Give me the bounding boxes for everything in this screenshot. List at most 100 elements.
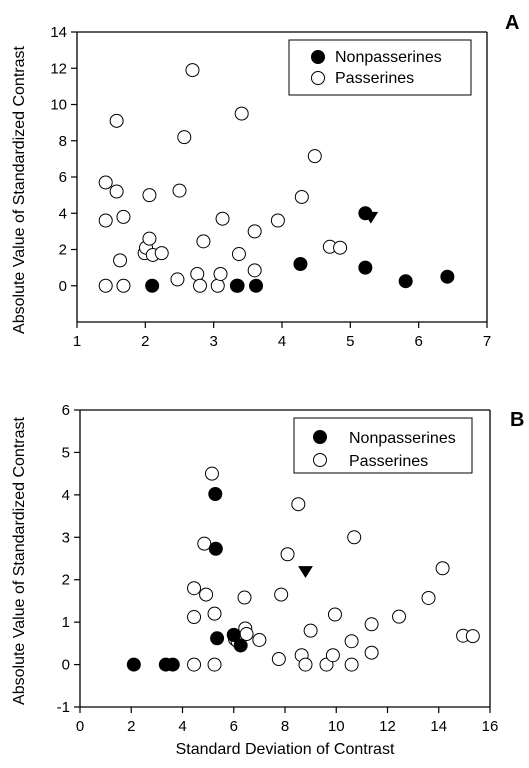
panel-a-y-tick-label: 12 xyxy=(50,60,67,77)
panel-a-legend-nonpasserines-label: Nonpasserines xyxy=(335,49,442,66)
panel-b-passerine-point xyxy=(204,466,219,481)
panel-a-passerine-point xyxy=(210,278,225,293)
panel-a-legend: Nonpasserines Passerines xyxy=(288,39,472,96)
panel-b-passerine-point xyxy=(465,629,480,644)
panel-a-y-tick-label: 8 xyxy=(59,133,67,150)
panel-b-legend-passerines-label: Passerines xyxy=(349,453,428,470)
panel-b-legend-passerines-marker xyxy=(313,453,327,467)
panel-a-x-tick-label: 4 xyxy=(278,333,286,350)
panel-b-passerine-point xyxy=(344,634,359,649)
panel-a-label: A xyxy=(505,12,519,34)
panel-a-passerine-point xyxy=(231,247,246,262)
panel-b-passerine-point xyxy=(207,657,222,672)
panel-a-legend-passerines-label: Passerines xyxy=(335,70,414,87)
panel-a-passerine-point xyxy=(333,240,348,255)
panel-a-y-tick-label: 0 xyxy=(59,278,67,295)
panel-b-y-tick-label: 3 xyxy=(62,529,70,546)
panel-a-passerine-point xyxy=(177,130,192,145)
panel-b-y-tick-label: 6 xyxy=(62,402,70,419)
panel-a-passerine-point xyxy=(247,224,262,239)
x-axis-title: Standard Deviation of Contrast xyxy=(176,741,395,758)
panel-a-nonpasserine-point xyxy=(249,278,264,293)
panel-b-passerine-point xyxy=(239,627,254,642)
panel-a-passerine-point xyxy=(98,175,113,190)
panel-a-passerine-point xyxy=(142,188,157,203)
panel-a-passerine-point xyxy=(270,213,285,228)
panel-a-passerine-point xyxy=(142,231,157,246)
panel-b-passerine-point xyxy=(344,657,359,672)
panel-b-passerine-point xyxy=(291,497,306,512)
panel-b-nonpasserine-point xyxy=(226,627,241,642)
panel-b-passerine-point xyxy=(327,607,342,622)
panel-b-passerine-point xyxy=(421,590,436,605)
panel-b-nonpasserine-point xyxy=(210,631,225,646)
panel-a-x-ticks: 1 2 3 4 5 6 7 xyxy=(73,322,491,350)
panel-b-x-tick-label: 6 xyxy=(230,718,238,735)
panel-a-passerine-point xyxy=(98,213,113,228)
panel-b-passerine-point xyxy=(347,530,362,545)
panel-b-passerine-point xyxy=(392,609,407,624)
panel-a-nonpasserine-point xyxy=(440,269,455,284)
panel-a-passerine-point xyxy=(247,263,262,278)
panel-a-nonpasserine-point xyxy=(398,274,413,289)
panel-b-passerine-point xyxy=(280,547,295,562)
panel-b-passerine-point xyxy=(252,632,267,647)
panel-a-passerine-point xyxy=(170,272,185,287)
panel-a-y-tick-label: 2 xyxy=(59,242,67,259)
panel-a-x-tick-label: 6 xyxy=(414,333,422,350)
panel-a-x-tick-label: 7 xyxy=(483,333,491,350)
panel-b-label: B xyxy=(510,409,524,431)
panel-a-passerine-point xyxy=(215,211,230,226)
panel-a-passerine-point xyxy=(193,278,207,293)
panel-b-nonpasserine-point xyxy=(126,657,141,672)
panel-b-x-tick-label: 8 xyxy=(281,718,289,735)
panel-a-legend-passerines-marker xyxy=(311,71,325,85)
panel-a-nonpasserine-point xyxy=(145,278,160,293)
panel-b-passerine-point xyxy=(435,561,450,576)
panel-a-y-axis-title: Absolute Value of Standardized Contrast xyxy=(11,46,28,334)
panel-a-legend-box xyxy=(288,39,472,96)
panel-b-x-tick-label: 4 xyxy=(178,718,186,735)
panel-a-x-tick-label: 3 xyxy=(209,333,217,350)
panel-b-nonpasserine-point xyxy=(208,487,223,502)
panel-a-y-tick-label: 4 xyxy=(59,205,67,222)
panel-b-nonpasserine-point xyxy=(208,541,223,556)
panel-b-passerine-point xyxy=(303,623,318,638)
panel-a-passerine-point xyxy=(109,184,124,199)
panel-a-nonpasserine-point xyxy=(358,260,373,275)
panel-a-nonpasserine-point xyxy=(230,278,245,293)
panel-a-points xyxy=(98,63,455,293)
panel-b-nonpasserine-point xyxy=(165,657,180,672)
panel-a-passerine-point xyxy=(294,189,309,204)
panel-b-x-tick-label: 10 xyxy=(328,718,345,735)
panel-a-passerine-point xyxy=(185,63,200,78)
panel-a-passerine-point xyxy=(307,149,322,164)
panel-b-passerine-point xyxy=(298,657,313,672)
panel-b-triangle-point xyxy=(298,566,313,579)
panel-b-passerine-point xyxy=(271,652,286,667)
panel-b-y-tick-label: 2 xyxy=(62,572,70,589)
panel-b-passerine-point xyxy=(187,657,202,672)
panel-b-passerine-point xyxy=(197,536,212,551)
panel-b-passerine-point xyxy=(274,587,289,602)
panel-a-passerine-point xyxy=(98,278,113,293)
panel-b-legend-nonpasserines-marker xyxy=(313,430,327,444)
panel-a-passerine-point xyxy=(196,234,211,249)
panel-b-legend: Nonpasserines Passerines xyxy=(293,417,473,474)
panel-a-x-tick-label: 2 xyxy=(141,333,149,350)
panel-a-y-tick-label: 10 xyxy=(50,97,67,114)
panel-b-x-tick-label: 14 xyxy=(430,718,447,735)
panel-a-passerine-point xyxy=(116,209,131,224)
panel-a-passerine-point xyxy=(234,106,249,121)
panel-a-passerine-point xyxy=(113,253,128,268)
panel-a-passerine-point xyxy=(172,183,187,198)
panel-b-y-ticks: -1 0 1 2 3 4 5 6 xyxy=(57,402,80,716)
panel-a-y-tick-label: 14 xyxy=(50,24,67,41)
panel-a-legend-nonpasserines-marker xyxy=(311,50,325,64)
panel-a-nonpasserine-point xyxy=(293,257,308,271)
panel-b-chart: B Absolute Value of Standardized Contras… xyxy=(11,402,524,735)
panel-b-passerine-point xyxy=(364,645,379,660)
panel-a-passerine-point xyxy=(213,266,228,281)
panel-b-x-ticks: 0 2 4 6 8 10 12 14 16 xyxy=(76,707,498,735)
